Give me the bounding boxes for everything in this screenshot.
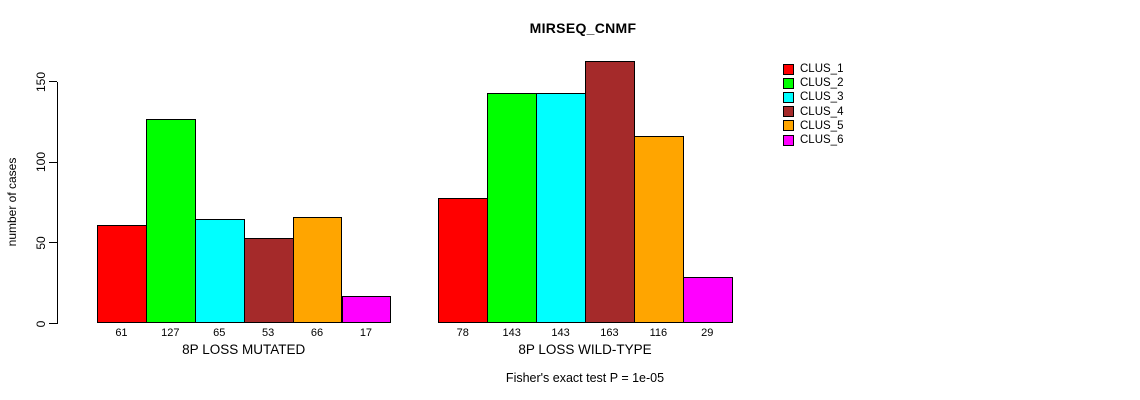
bar-clus_1-2 [438, 197, 489, 324]
y-tick-label: 0 [34, 320, 48, 327]
legend-label: CLUS_2 [800, 77, 844, 90]
bar-value-label: 163 [600, 327, 619, 339]
legend-label: CLUS_5 [800, 119, 844, 132]
legend-swatch-icon [783, 106, 794, 118]
y-tick-label: 50 [34, 236, 48, 250]
legend-item-clus_3: CLUS_3 [783, 90, 843, 104]
group-label: 8P LOSS MUTATED [182, 342, 306, 357]
bar-clus_5-1 [292, 217, 343, 324]
y-axis-label: number of cases [5, 157, 19, 247]
fisher-test-annotation: Fisher's exact test P = 1e-05 [505, 371, 665, 385]
legend: CLUS_1 CLUS_2 CLUS_3 CLUS_4 CLUS_5 CLUS_6 [783, 62, 843, 147]
y-axis-tick [49, 80, 57, 83]
bar-clus_6-2 [682, 276, 733, 324]
legend-swatch-icon [783, 77, 794, 89]
bar-clus_3-1 [194, 218, 245, 324]
bar-value-label: 127 [161, 327, 180, 339]
bar-value-label: 61 [115, 327, 128, 339]
bar-clus_1-1 [97, 225, 147, 324]
chart-title: MIRSEQ_CNMF [529, 20, 637, 36]
bar-clus_6-1 [341, 296, 392, 324]
bar-clus_4-2 [585, 60, 635, 324]
legend-item-clus_5: CLUS_5 [783, 119, 843, 133]
bar-clus_2-1 [145, 118, 196, 324]
y-axis-tick [49, 322, 57, 325]
y-axis-tick [49, 242, 57, 244]
bar-value-label: 116 [649, 327, 668, 339]
legend-label: CLUS_1 [800, 63, 844, 76]
bar-clus_3-2 [536, 92, 586, 324]
legend-swatch-icon [783, 91, 794, 103]
bar-value-label: 29 [701, 327, 714, 339]
legend-label: CLUS_4 [800, 105, 844, 118]
legend-item-clus_4: CLUS_4 [783, 105, 843, 119]
bar-value-label: 65 [213, 327, 226, 339]
legend-item-clus_6: CLUS_6 [783, 133, 843, 147]
legend-swatch-icon [783, 134, 794, 146]
bar-value-label: 143 [502, 327, 521, 339]
legend-item-clus_2: CLUS_2 [783, 76, 843, 90]
legend-label: CLUS_6 [800, 134, 844, 147]
bar-value-label: 78 [456, 327, 469, 339]
legend-swatch-icon [783, 120, 794, 132]
y-tick-label: 100 [34, 152, 48, 173]
legend-item-clus_1: CLUS_1 [783, 62, 843, 76]
y-axis-tick [49, 161, 57, 163]
y-axis-line [57, 81, 59, 324]
bar-value-label: 143 [551, 327, 570, 339]
bar-value-label: 66 [310, 327, 324, 339]
legend-label: CLUS_3 [800, 91, 844, 104]
bar-value-label: 17 [359, 327, 373, 339]
group-label: 8P LOSS WILD-TYPE [518, 342, 652, 357]
y-tick-label: 150 [34, 71, 48, 92]
bar-clus_2-2 [487, 92, 538, 324]
bar-value-label: 53 [262, 327, 275, 339]
bar-clus_5-2 [633, 136, 684, 324]
bar-clus_4-1 [243, 237, 294, 324]
legend-swatch-icon [783, 63, 794, 75]
